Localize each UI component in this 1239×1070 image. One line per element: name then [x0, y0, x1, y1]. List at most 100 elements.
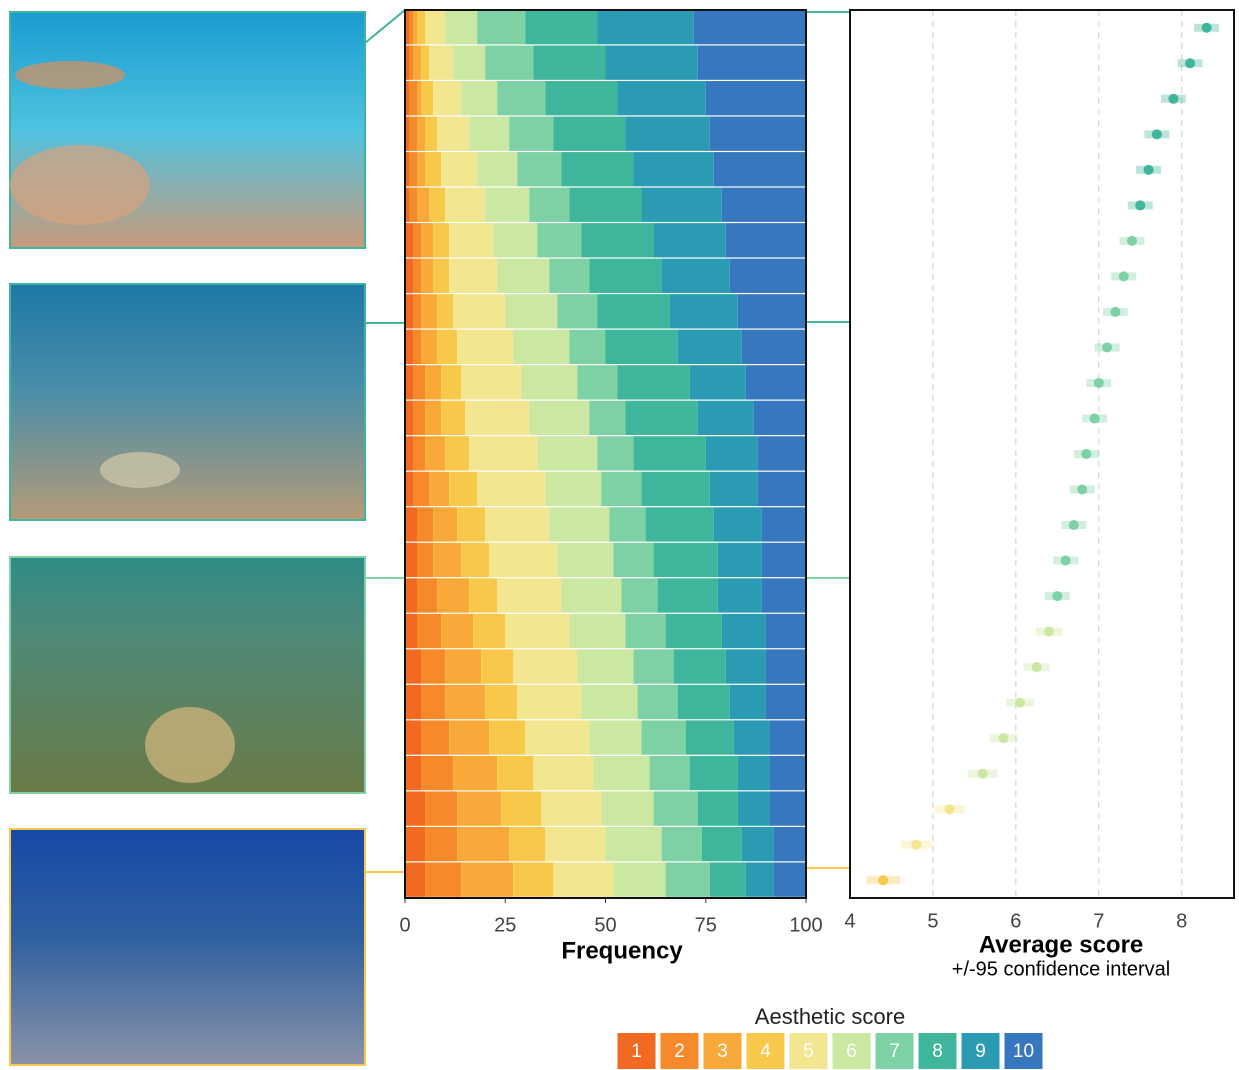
- bar-segment: [589, 258, 662, 293]
- bar-segment: [733, 720, 770, 755]
- bar-segment: [505, 613, 570, 649]
- photo-detail: [100, 452, 180, 488]
- x-axis-title: Frequency: [561, 937, 683, 964]
- bar-segment: [425, 436, 446, 471]
- bar-segment: [461, 81, 498, 116]
- bar-segment: [453, 755, 498, 791]
- point: [944, 804, 955, 815]
- bar-segment: [713, 152, 806, 187]
- bar-segment: [753, 400, 806, 436]
- bar-segment: [761, 542, 806, 578]
- bar-segment: [649, 755, 690, 791]
- bar-segment: [405, 294, 414, 329]
- bar-segment: [445, 684, 486, 720]
- bar-segment: [513, 329, 570, 364]
- bar-segment: [729, 258, 806, 293]
- bar-segment: [445, 436, 470, 471]
- bar-segment: [633, 436, 706, 471]
- bar-segment: [413, 294, 422, 329]
- bar-segment: [677, 329, 742, 364]
- legend-swatch: [832, 1033, 871, 1069]
- bar-segment: [497, 578, 562, 613]
- bar-segment: [765, 684, 806, 720]
- point: [1031, 662, 1042, 673]
- bar-segment: [413, 258, 422, 293]
- bar-segment: [525, 720, 590, 755]
- bar-segment: [625, 613, 666, 649]
- legend-swatch: [660, 1033, 699, 1069]
- bar-segment: [485, 507, 550, 542]
- bar-segment: [485, 187, 530, 222]
- bar-segment: [405, 258, 414, 293]
- bar-segment: [421, 755, 454, 791]
- bar-segment: [457, 826, 510, 862]
- legend-swatch: [746, 1033, 785, 1069]
- bar-segment: [533, 45, 606, 80]
- point: [1093, 377, 1104, 388]
- bar-segment: [429, 471, 450, 507]
- bar-segment: [457, 507, 486, 542]
- x-tick-label: 25: [494, 914, 516, 936]
- bar-segment: [405, 329, 414, 364]
- bar-segment: [557, 294, 598, 329]
- point: [1052, 591, 1063, 602]
- bar-segment: [437, 578, 470, 613]
- legend-label: 9: [975, 1041, 986, 1062]
- bar-segment: [533, 755, 594, 791]
- bar-segment: [417, 10, 426, 45]
- bar-segment: [409, 187, 418, 222]
- bar-segment: [433, 258, 450, 293]
- bar-segment: [677, 684, 730, 720]
- bar-segment: [737, 791, 770, 826]
- bar-segment: [437, 329, 458, 364]
- photo: [9, 828, 366, 1066]
- bar-segment: [405, 507, 418, 542]
- bar-segment: [557, 542, 614, 578]
- plot-frame: [849, 9, 1235, 899]
- bar-segment: [589, 720, 642, 755]
- bar-segment: [417, 152, 426, 187]
- bar-segment: [665, 862, 710, 897]
- bar-segment: [633, 152, 714, 187]
- bar-segment: [417, 507, 434, 542]
- bar-segment: [433, 223, 450, 258]
- bar-segment: [513, 862, 554, 897]
- legend-label: 7: [889, 1041, 900, 1062]
- bar-segment: [469, 116, 510, 151]
- bar-segment: [445, 649, 482, 684]
- legend-label: 3: [717, 1041, 728, 1062]
- bar-segment: [421, 684, 446, 720]
- photo: [9, 283, 366, 521]
- bar-segment: [445, 187, 486, 222]
- point: [1201, 22, 1212, 33]
- bar-segment: [549, 507, 610, 542]
- bar-segment: [661, 826, 702, 862]
- bar-segment: [641, 720, 686, 755]
- bar-segment: [773, 826, 806, 862]
- bar-segment: [569, 613, 626, 649]
- point: [998, 733, 1009, 744]
- point: [1068, 520, 1079, 531]
- bar-segment: [485, 684, 518, 720]
- bar-segment: [413, 223, 422, 258]
- bar-segment: [521, 365, 578, 400]
- x-tick-label: 7: [1093, 910, 1104, 932]
- bar-segment: [693, 10, 806, 45]
- bar-segment: [409, 152, 418, 187]
- legend-swatch: [789, 1033, 828, 1069]
- bar-segment: [461, 542, 490, 578]
- bar-segment: [405, 542, 418, 578]
- photo-detail: [145, 707, 235, 783]
- bar-segment: [541, 791, 602, 826]
- bar-segment: [757, 436, 806, 471]
- bar-segment: [673, 649, 726, 684]
- bar-segment: [421, 223, 434, 258]
- x-axis-subtitle: +/-95 confidence interval: [952, 958, 1170, 980]
- bar-segment: [421, 45, 430, 80]
- bar-segment: [765, 613, 806, 649]
- bar-segment: [721, 613, 766, 649]
- point: [1126, 235, 1137, 246]
- bar-segment: [405, 684, 422, 720]
- bar-segment: [701, 826, 742, 862]
